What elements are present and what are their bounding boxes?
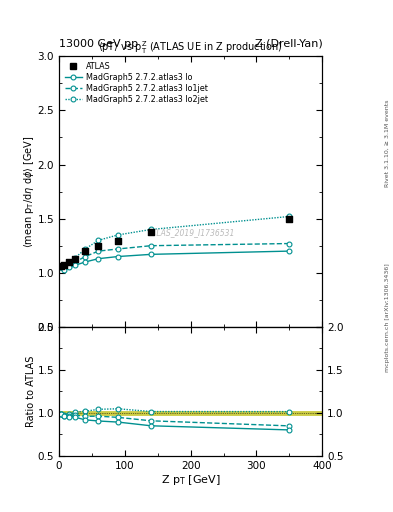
Point (72, 254, 79, 263)
Text: Z (Drell-Yan): Z (Drell-Yan) (255, 38, 322, 49)
X-axis label: Z p$_\mathregular{T}$ [GeV]: Z p$_\mathregular{T}$ [GeV] (161, 473, 220, 487)
Legend: ATLAS, MadGraph5 2.7.2.atlas3 lo, MadGraph5 2.7.2.atlas3 lo1jet, MadGraph5 2.7.2: ATLAS, MadGraph5 2.7.2.atlas3 lo, MadGra… (63, 60, 209, 105)
Text: ATLAS_2019_I1736531: ATLAS_2019_I1736531 (147, 228, 234, 237)
Y-axis label: Ratio to ATLAS: Ratio to ATLAS (26, 355, 36, 427)
Point (82, 247, 88, 255)
Point (57, 262, 64, 270)
Point (286, 215, 292, 223)
Point (95, 242, 101, 250)
Text: Rivet 3.1.10, ≥ 3.1M events: Rivet 3.1.10, ≥ 3.1M events (385, 100, 389, 187)
Text: 13000 GeV pp: 13000 GeV pp (59, 38, 138, 49)
Point (66, 258, 72, 266)
Point (61, 261, 67, 269)
Point (115, 237, 121, 245)
Text: mcplots.cern.ch [arXiv:1306.3436]: mcplots.cern.ch [arXiv:1306.3436] (385, 263, 389, 372)
Y-axis label: $\langle$mean p$_\mathregular{T}$/d$\eta$ d$\phi\rangle$ [GeV]: $\langle$mean p$_\mathregular{T}$/d$\eta… (22, 135, 36, 248)
Point (148, 227, 154, 236)
Title: $\langle$pT$\rangle$ vs p$_\mathregular{T}^\mathregular{Z}$ (ATLAS UE in Z produ: $\langle$pT$\rangle$ vs p$_\mathregular{… (98, 39, 283, 56)
